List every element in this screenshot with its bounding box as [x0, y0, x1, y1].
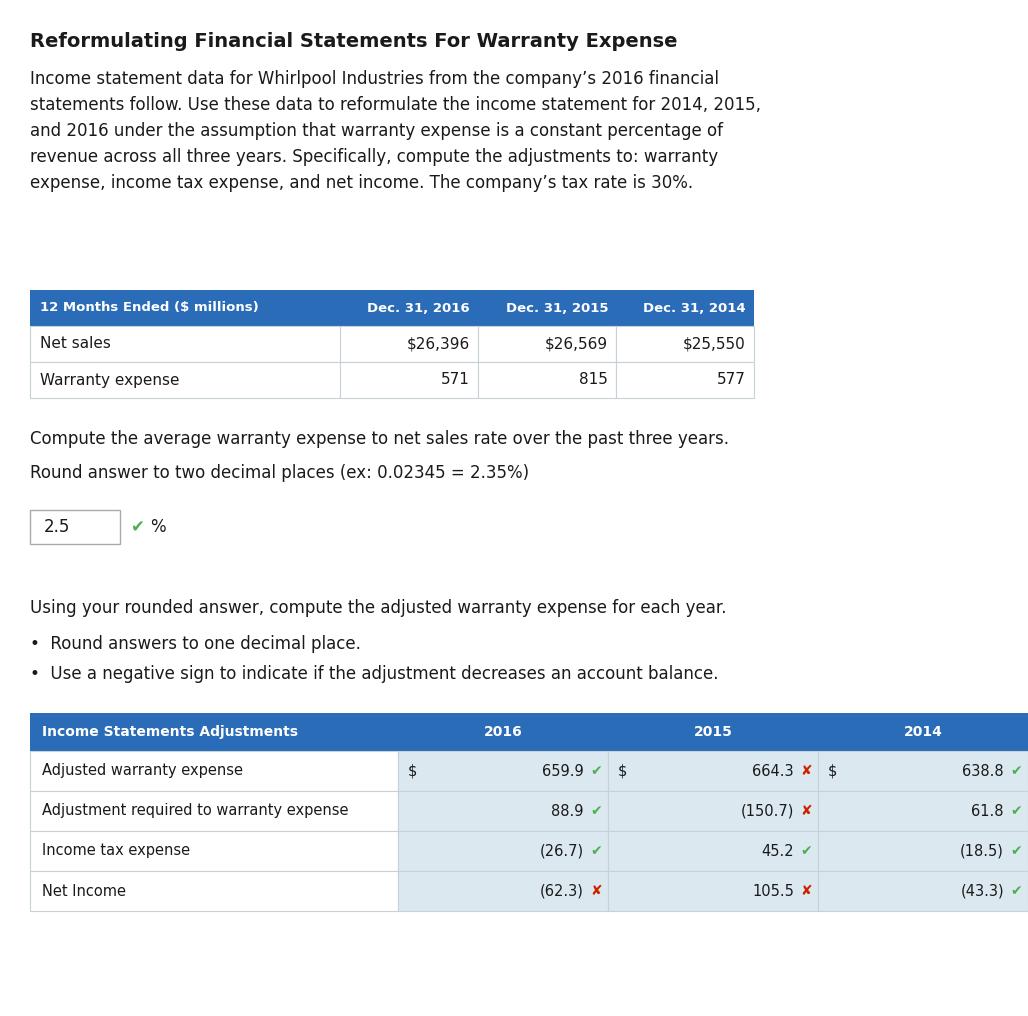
Bar — [30, 510, 120, 544]
Text: statements follow. Use these data to reformulate the income statement for 2014, : statements follow. Use these data to ref… — [30, 96, 761, 114]
Bar — [398, 791, 608, 831]
Text: and 2016 under the assumption that warranty expense is a constant percentage of: and 2016 under the assumption that warra… — [30, 122, 723, 140]
Bar — [30, 362, 340, 398]
Text: $26,396: $26,396 — [407, 336, 470, 352]
Text: Net Income: Net Income — [42, 884, 126, 898]
Bar — [478, 290, 616, 326]
Text: expense, income tax expense, and net income. The company’s tax rate is 30%.: expense, income tax expense, and net inc… — [30, 174, 693, 192]
Text: (62.3): (62.3) — [540, 884, 584, 898]
Bar — [608, 713, 818, 751]
Text: Adjusted warranty expense: Adjusted warranty expense — [42, 763, 243, 778]
Text: 815: 815 — [579, 373, 608, 387]
Text: Adjustment required to warranty expense: Adjustment required to warranty expense — [42, 804, 348, 819]
Bar — [616, 290, 754, 326]
Bar — [340, 362, 478, 398]
Bar — [30, 290, 340, 326]
Text: 659.9: 659.9 — [542, 763, 584, 778]
Text: ✘: ✘ — [800, 804, 812, 818]
Text: ✔: ✔ — [1009, 844, 1022, 858]
Text: 2015: 2015 — [694, 725, 732, 739]
Text: 45.2: 45.2 — [762, 843, 794, 859]
Text: ✔: ✔ — [1009, 884, 1022, 898]
Text: Income tax expense: Income tax expense — [42, 843, 190, 859]
Text: Round answer to two decimal places (ex: 0.02345 = 2.35%): Round answer to two decimal places (ex: … — [30, 464, 529, 482]
Bar — [478, 326, 616, 362]
Text: 664.3: 664.3 — [752, 763, 794, 778]
Bar — [818, 791, 1028, 831]
Text: 638.8: 638.8 — [962, 763, 1004, 778]
Text: $: $ — [618, 763, 627, 778]
Bar — [30, 713, 398, 751]
Text: $: $ — [828, 763, 838, 778]
Text: •  Use a negative sign to indicate if the adjustment decreases an account balanc: • Use a negative sign to indicate if the… — [30, 665, 719, 683]
Text: 2014: 2014 — [904, 725, 943, 739]
Bar — [818, 831, 1028, 871]
Text: Dec. 31, 2015: Dec. 31, 2015 — [506, 302, 608, 315]
Text: ✔: ✔ — [130, 518, 144, 536]
Text: 577: 577 — [718, 373, 746, 387]
Text: ✔: ✔ — [590, 764, 601, 778]
Text: Dec. 31, 2014: Dec. 31, 2014 — [644, 302, 746, 315]
Text: ✘: ✘ — [590, 884, 601, 898]
Text: Dec. 31, 2016: Dec. 31, 2016 — [367, 302, 470, 315]
Bar — [340, 290, 478, 326]
Bar — [398, 751, 608, 791]
Text: ✘: ✘ — [800, 884, 812, 898]
Text: $26,569: $26,569 — [545, 336, 608, 352]
Bar — [30, 326, 340, 362]
Text: (150.7): (150.7) — [740, 804, 794, 819]
Bar — [608, 751, 818, 791]
Text: 12 Months Ended ($ millions): 12 Months Ended ($ millions) — [40, 302, 259, 315]
Text: 61.8: 61.8 — [971, 804, 1004, 819]
Text: $25,550: $25,550 — [684, 336, 746, 352]
Bar — [30, 791, 398, 831]
Text: Net sales: Net sales — [40, 336, 111, 352]
Text: ✘: ✘ — [800, 764, 812, 778]
Text: (43.3): (43.3) — [960, 884, 1004, 898]
Bar — [608, 791, 818, 831]
Text: $: $ — [408, 763, 417, 778]
Text: ✔: ✔ — [800, 844, 812, 858]
Bar — [340, 326, 478, 362]
Text: (26.7): (26.7) — [540, 843, 584, 859]
Text: 105.5: 105.5 — [752, 884, 794, 898]
Bar — [30, 751, 398, 791]
Text: ✔: ✔ — [1009, 804, 1022, 818]
Bar — [818, 713, 1028, 751]
Text: %: % — [150, 518, 166, 536]
Bar — [818, 751, 1028, 791]
Text: Warranty expense: Warranty expense — [40, 373, 180, 387]
Text: 88.9: 88.9 — [551, 804, 584, 819]
Bar — [608, 831, 818, 871]
Bar — [818, 871, 1028, 911]
Bar — [398, 713, 608, 751]
Text: Compute the average warranty expense to net sales rate over the past three years: Compute the average warranty expense to … — [30, 430, 729, 448]
Bar — [30, 831, 398, 871]
Text: (18.5): (18.5) — [960, 843, 1004, 859]
Bar — [608, 871, 818, 911]
Text: •  Round answers to one decimal place.: • Round answers to one decimal place. — [30, 635, 361, 653]
Text: 2.5: 2.5 — [44, 518, 70, 536]
Text: ✔: ✔ — [590, 804, 601, 818]
Bar — [616, 362, 754, 398]
Bar — [398, 871, 608, 911]
Text: Income Statements Adjustments: Income Statements Adjustments — [42, 725, 298, 739]
Bar — [616, 326, 754, 362]
Text: ✔: ✔ — [590, 844, 601, 858]
Bar — [398, 831, 608, 871]
Bar — [30, 871, 398, 911]
Text: Income statement data for Whirlpool Industries from the company’s 2016 financial: Income statement data for Whirlpool Indu… — [30, 70, 719, 88]
Text: 2016: 2016 — [483, 725, 522, 739]
Text: 571: 571 — [441, 373, 470, 387]
Text: Reformulating Financial Statements For Warranty Expense: Reformulating Financial Statements For W… — [30, 31, 677, 51]
Text: ✔: ✔ — [1009, 764, 1022, 778]
Bar — [478, 362, 616, 398]
Text: revenue across all three years. Specifically, compute the adjustments to: warran: revenue across all three years. Specific… — [30, 148, 719, 166]
Text: Using your rounded answer, compute the adjusted warranty expense for each year.: Using your rounded answer, compute the a… — [30, 599, 727, 617]
